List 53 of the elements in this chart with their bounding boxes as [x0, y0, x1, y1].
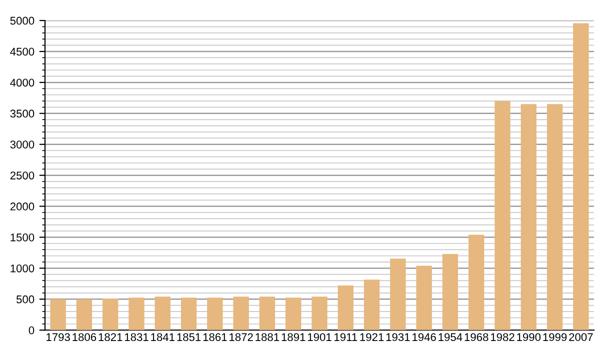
bar — [207, 298, 223, 330]
x-tick-label: 1946 — [412, 333, 436, 342]
x-tick-label: 1881 — [256, 333, 280, 342]
bar — [468, 234, 484, 330]
bar — [286, 298, 302, 330]
x-tick-label: 1931 — [386, 333, 410, 342]
bar — [442, 254, 458, 330]
x-tick-label: 2007 — [569, 333, 593, 342]
x-tick-label: 1806 — [72, 333, 96, 342]
y-tick-label: 2000 — [10, 202, 34, 210]
bar — [259, 296, 276, 330]
y-tick-label: 4000 — [10, 78, 34, 87]
bar — [102, 298, 118, 330]
y-tick-label: 1500 — [10, 234, 34, 242]
x-tick-label: 1851 — [177, 333, 201, 342]
x-tick-label: 1982 — [490, 333, 514, 342]
x-tick-label: 1891 — [282, 333, 306, 342]
bar — [573, 23, 589, 330]
bar — [180, 298, 197, 330]
y-tick-label: 2500 — [10, 172, 34, 180]
y-tick-label: 4500 — [10, 48, 34, 56]
x-tick-label: 1921 — [360, 333, 384, 342]
x-tick-label: 1901 — [308, 333, 332, 342]
bar — [416, 266, 432, 330]
bar — [76, 299, 92, 330]
x-tick-label: 1990 — [517, 333, 541, 342]
y-tick-label: 3000 — [10, 140, 34, 148]
x-tick-label: 1831 — [124, 333, 148, 342]
x-tick-label: 1841 — [151, 333, 174, 342]
x-tick-label: 1821 — [98, 333, 122, 342]
x-tick-label: 1872 — [230, 333, 253, 342]
bar — [338, 286, 354, 330]
x-tick-label: 1793 — [46, 333, 70, 342]
bar — [312, 296, 328, 330]
bar — [494, 101, 510, 330]
x-tick-label: 1911 — [334, 333, 358, 342]
x-tick-label: 1999 — [543, 333, 567, 342]
bar — [546, 104, 563, 330]
bar — [520, 104, 536, 330]
y-tick-label: 3500 — [10, 110, 34, 118]
y-tick-label: 0 — [28, 326, 34, 334]
bar — [128, 298, 144, 330]
x-tick-label: 1954 — [438, 333, 462, 342]
y-tick-label: 500 — [16, 295, 34, 304]
bar — [154, 296, 170, 330]
y-tick-label: 5000 — [10, 16, 34, 25]
bar — [364, 280, 380, 330]
x-tick-label: 1968 — [464, 333, 488, 342]
bar — [50, 299, 66, 330]
bar — [390, 258, 406, 330]
x-tick-label: 1861 — [203, 333, 227, 342]
y-tick-label: 1000 — [10, 264, 34, 272]
bar — [233, 296, 249, 330]
